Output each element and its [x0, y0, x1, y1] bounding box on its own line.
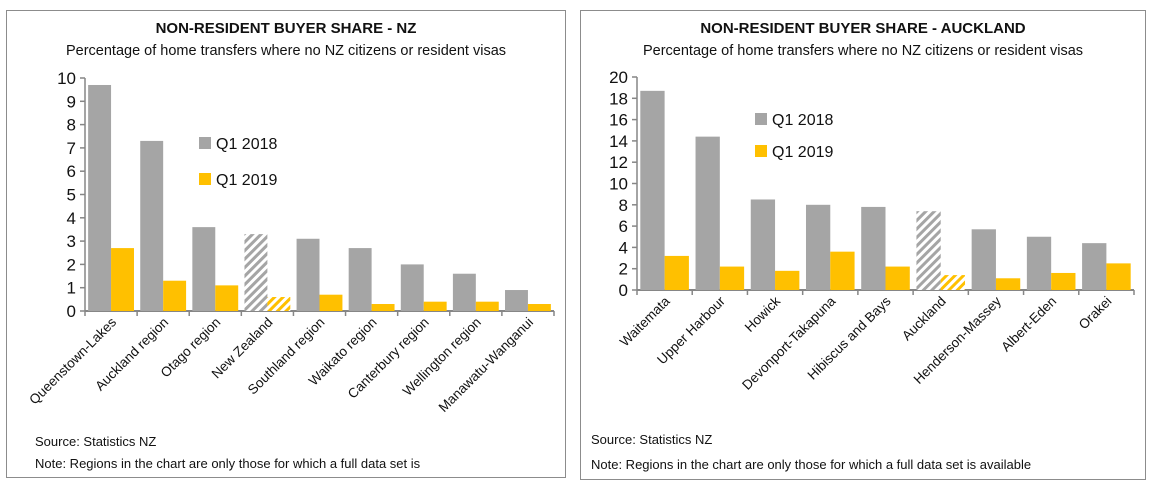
y-tick-label: 0 [67, 302, 76, 321]
x-category-label: Orakei [1076, 294, 1115, 333]
bar-q1-2019 [1106, 263, 1131, 290]
bar-q1-2018 [400, 264, 424, 311]
x-category-label: Devonport-Takapuna [739, 293, 839, 393]
y-tick-label: 4 [67, 209, 76, 228]
bar-q1-2018 [296, 238, 320, 311]
x-category-label: Queenstown-Lakes [26, 314, 119, 407]
bar-q1-2018 [1026, 236, 1052, 290]
chart-panel-auckland: NON-RESIDENT BUYER SHARE - AUCKLAND Perc… [580, 10, 1146, 480]
source-note: Source: Statistics NZ [35, 434, 157, 449]
bar-q1-2019 [1051, 272, 1076, 290]
bar-q1-2019 [475, 301, 499, 311]
chart-subtitle: Percentage of home transfers where no NZ… [65, 43, 507, 59]
bar-q1-2018 [88, 84, 112, 312]
bar-q1-2019 [267, 297, 291, 311]
bar-q1-2019 [423, 301, 447, 311]
y-tick-label: 2 [67, 255, 76, 274]
bar-q1-2018 [971, 229, 996, 290]
legend-label: Q1 2018 [772, 112, 833, 129]
bar-q1-2019 [371, 304, 395, 311]
chart-title: NON-RESIDENT BUYER SHARE - AUCKLAND [700, 20, 1026, 37]
legend-label: Q1 2019 [216, 172, 277, 189]
y-tick-label: 0 [619, 281, 628, 300]
bar-q1-2018 [640, 90, 665, 290]
bar-q1-2018 [750, 199, 776, 290]
y-tick-label: 2 [619, 260, 628, 279]
y-tick-label: 8 [619, 196, 628, 215]
bar-q1-2018 [348, 248, 372, 311]
y-tick-label: 12 [609, 153, 628, 172]
bar-q1-2018 [192, 227, 216, 311]
y-tick-label: 1 [67, 279, 76, 298]
y-tick-label: 10 [609, 175, 628, 194]
y-tick-label: 7 [67, 139, 76, 158]
bar-q1-2018 [1082, 243, 1107, 290]
bar-q1-2018 [695, 136, 720, 290]
bar-q1-2019 [995, 278, 1021, 290]
bar-q1-2019 [885, 266, 910, 290]
x-category-label: Auckland [899, 294, 949, 344]
y-tick-label: 18 [609, 89, 628, 108]
bar-q1-2019 [215, 285, 239, 311]
bar-q1-2019 [527, 304, 551, 311]
bar-q1-2018 [452, 273, 476, 311]
footnote: Note: Regions in the chart are only thos… [35, 456, 421, 471]
bar-q1-2019 [163, 280, 187, 311]
x-category-label: Waitemata [617, 293, 673, 349]
y-tick-label: 20 [609, 68, 628, 87]
bar-q1-2019 [775, 270, 800, 290]
bar-q1-2019 [719, 266, 745, 290]
bar-q1-2019 [940, 275, 966, 290]
legend-label: Q1 2019 [772, 144, 833, 161]
y-tick-label: 4 [619, 238, 628, 257]
footnote: Note: Regions in the chart are only thos… [591, 457, 1032, 472]
legend-swatch-q1-2018 [199, 137, 211, 149]
y-tick-label: 6 [67, 162, 76, 181]
chart-subtitle: Percentage of home transfers where no NZ… [642, 43, 1084, 59]
bar-q1-2018 [861, 206, 886, 290]
x-category-label: Manawatu-Wanganui [436, 315, 536, 415]
legend-swatch-q1-2019 [199, 173, 211, 185]
legend-label: Q1 2018 [216, 136, 277, 153]
bar-q1-2018 [140, 140, 164, 311]
y-tick-label: 5 [67, 186, 76, 205]
y-tick-label: 3 [67, 232, 76, 251]
bar-q1-2018 [244, 234, 268, 311]
source-note: Source: Statistics NZ [591, 432, 713, 447]
y-tick-label: 10 [57, 69, 76, 88]
legend-swatch-q1-2018 [755, 113, 767, 125]
bar-q1-2018 [916, 211, 941, 290]
bar-q1-2018 [505, 290, 528, 311]
legend-swatch-q1-2019 [755, 145, 767, 157]
bar-q1-2019 [111, 248, 134, 311]
x-category-label: Howick [742, 293, 784, 335]
y-tick-label: 9 [67, 92, 76, 111]
chart-panel-nz: NON-RESIDENT BUYER SHARE - NZ Percentage… [6, 10, 566, 478]
bar-q1-2018 [805, 204, 831, 290]
y-tick-label: 8 [67, 116, 76, 135]
y-tick-label: 6 [619, 217, 628, 236]
bar-q1-2019 [319, 294, 343, 311]
y-tick-label: 16 [609, 111, 628, 130]
bar-q1-2019 [664, 255, 689, 290]
chart-title: NON-RESIDENT BUYER SHARE - NZ [155, 20, 417, 37]
x-category-label: Albert-Eden [998, 294, 1059, 355]
y-tick-label: 14 [609, 132, 628, 151]
bar-q1-2019 [830, 251, 855, 290]
